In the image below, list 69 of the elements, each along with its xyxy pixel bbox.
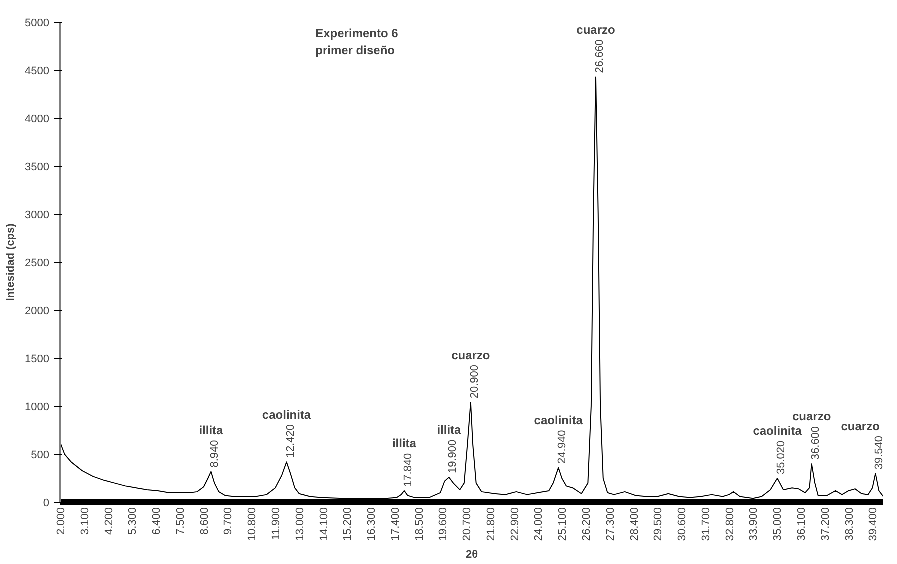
y-tick-label: 1500 — [25, 354, 50, 366]
x-tick-label: 14.100 — [318, 507, 330, 542]
annotation: 35.020 — [776, 440, 788, 474]
x-tick-label: 10.800 — [246, 507, 259, 542]
annotation: illita — [392, 436, 417, 451]
x-tick-label: 6.400 — [151, 507, 164, 536]
x-tick-label: 32.800 — [724, 507, 736, 542]
x-tick-label: 28.400 — [628, 507, 641, 542]
annotation: 39.540 — [874, 436, 886, 470]
annotation: caolinita — [534, 414, 584, 428]
x-tick-label: 8.600 — [198, 507, 211, 536]
y-tick-label: 1000 — [25, 402, 50, 414]
y-tick-label: 500 — [31, 450, 50, 462]
y-tick-label: 3000 — [25, 210, 50, 222]
y-tick-label: 2500 — [25, 258, 50, 270]
x-tick-label: 27.300 — [604, 507, 617, 542]
y-tick-label: 0 — [43, 498, 50, 510]
x-tick-label: 36.100 — [796, 507, 808, 542]
x-tick-label: 9.700 — [222, 507, 235, 536]
annotation: caolinita — [262, 408, 312, 422]
x-axis-title: 2θ — [466, 549, 478, 562]
y-tick-label: 4500 — [25, 66, 50, 78]
x-tick-label: 2.000 — [56, 507, 68, 536]
x-tick-label: 31.700 — [700, 507, 712, 542]
x-tick-label: 3.100 — [79, 507, 92, 536]
y-tick-label: 4000 — [25, 114, 50, 126]
annotation: cuarzo — [841, 419, 880, 434]
x-tick-label: 37.200 — [820, 507, 832, 542]
x-tick-label: 35.000 — [772, 507, 784, 542]
annotation: caolinita — [753, 424, 802, 438]
x-tick-label: 20.700 — [462, 507, 474, 542]
x-tick-label: 16.300 — [366, 507, 378, 542]
y-axis-title: Intesidad (cps) — [5, 223, 18, 302]
x-tick-label: 11.900 — [270, 508, 282, 540]
annotation: 26.660 — [594, 40, 606, 74]
x-tick-label: 19.600 — [438, 507, 450, 542]
annotation: illita — [199, 423, 224, 438]
annotation: illita — [437, 423, 462, 438]
x-tick-label: 33.900 — [748, 507, 760, 542]
x-tick-label: 18.500 — [414, 507, 426, 542]
text: Experimento 6 primer diseño — [316, 26, 399, 58]
annotation: 8.940 — [209, 440, 222, 468]
y-tick-label: 5000 — [25, 18, 50, 30]
annotation: 17.840 — [402, 453, 414, 487]
annotation: cuarzo — [576, 22, 616, 37]
y-tick-label: 2000 — [25, 306, 50, 318]
annotation: 36.600 — [810, 426, 822, 460]
x-tick-label: 15.200 — [342, 507, 354, 542]
x-tick-label: 21.800 — [485, 507, 498, 542]
x-tick-label: 26.200 — [581, 507, 594, 542]
x-tick-label: 7.500 — [174, 507, 187, 536]
x-tick-label: 29.500 — [652, 507, 665, 542]
x-tick-label: 24.000 — [533, 507, 546, 542]
annotation: 19.900 — [447, 440, 460, 474]
x-tick-label: 25.100 — [557, 507, 570, 542]
x-tick-label: 38.300 — [844, 507, 856, 542]
annotation: 12.420 — [284, 424, 297, 458]
x-tick-label: 22.900 — [509, 507, 522, 542]
x-tick-label: 4.200 — [103, 507, 116, 536]
x-tick-label: 13.000 — [294, 507, 306, 542]
annotation: cuarzo — [792, 410, 832, 424]
annotation: cuarzo — [452, 348, 490, 362]
x-tick-label: 30.600 — [676, 507, 689, 542]
x-tick-label: 5.300 — [127, 507, 140, 536]
x-tick-label: 39.400 — [868, 507, 880, 542]
annotation: 20.900 — [468, 365, 481, 399]
x-tick-label: 17.400 — [390, 507, 402, 542]
annotation: 24.940 — [556, 430, 569, 464]
y-tick-label: 3500 — [25, 162, 50, 174]
